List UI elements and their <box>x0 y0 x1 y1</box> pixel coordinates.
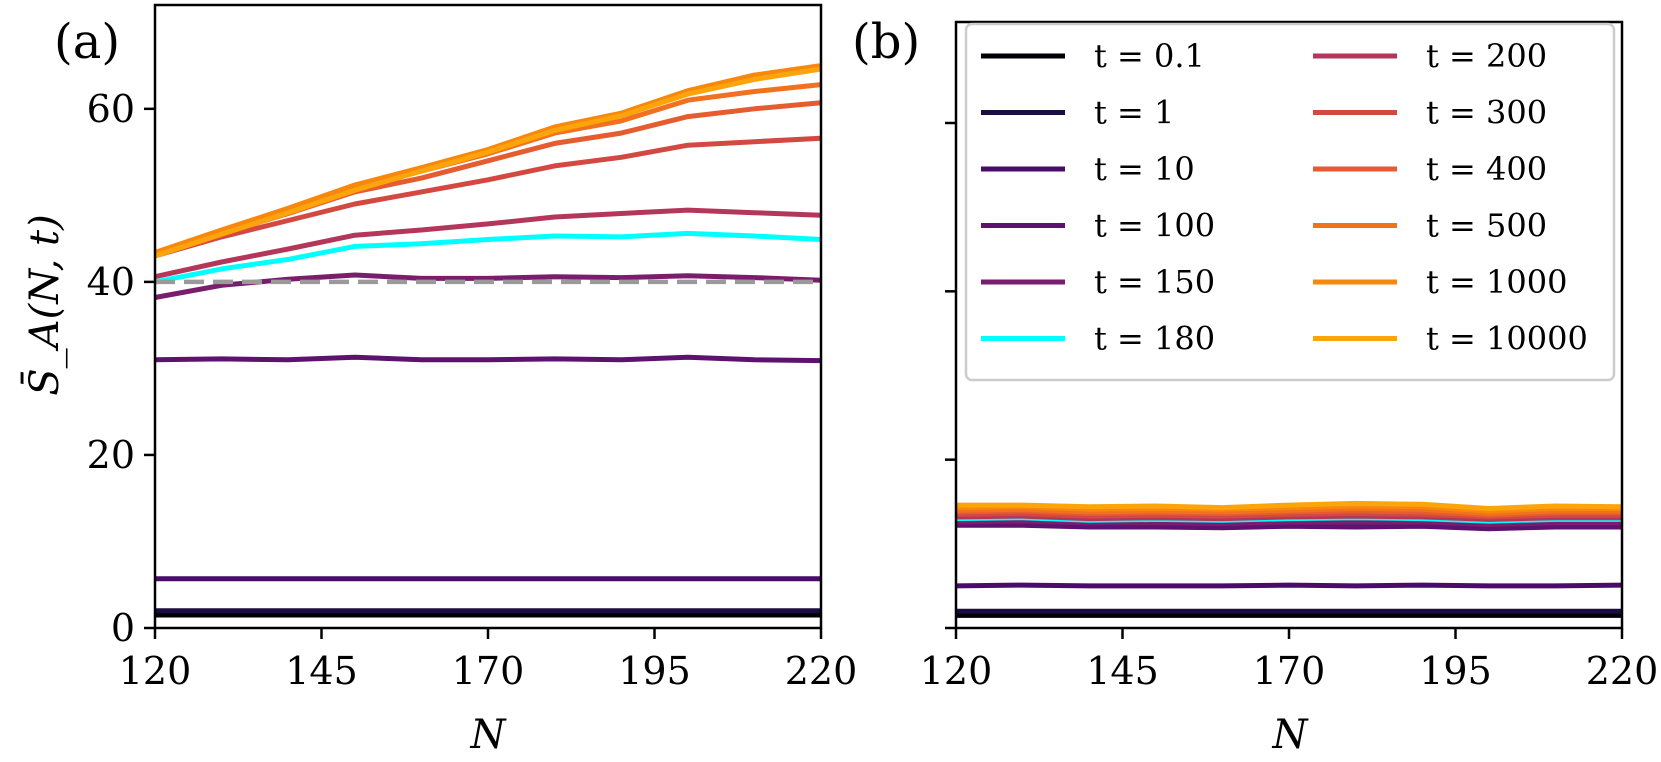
panel-a-x-tick-label: 145 <box>285 649 358 693</box>
legend-entry-2: t = 10 <box>1094 150 1195 188</box>
legend-entry-9: t = 500 <box>1426 207 1547 245</box>
panel-b-axes: 120 145 170 195 220 <box>920 20 1659 693</box>
panel-b-series-lines <box>955 500 1623 618</box>
panel-a-series-lines <box>154 63 822 618</box>
panel-a-series-line-3 <box>154 354 822 364</box>
legend-entry-10: t = 1000 <box>1426 263 1567 301</box>
panel-a-series-line-6 <box>154 207 822 280</box>
panel-b-x-tick-label: 120 <box>920 649 993 693</box>
panel-b-x-tick-label: 170 <box>1253 649 1326 693</box>
panel-b-label: (b) <box>852 14 920 70</box>
panel-b-x-tick-label: 145 <box>1086 649 1159 693</box>
panel-b-series-line-11 <box>956 500 1623 511</box>
legend: t = 0.1 t = 1 t = 10 t = 100 t = 150 t = 180 t… <box>964 22 1616 382</box>
panel-a-series-line-5 <box>154 230 822 285</box>
panel-a-y-tick-label: 60 <box>87 87 135 131</box>
panel-a-series-line-7 <box>154 135 822 259</box>
panel-a-x-tick-label: 195 <box>618 649 691 693</box>
legend-entry-5: t = 180 <box>1094 320 1215 358</box>
panel-a-x-tick-label: 170 <box>452 649 525 693</box>
panel-b-series-line-4 <box>955 518 1622 527</box>
panel-b-x-tick-label: 220 <box>1586 649 1659 693</box>
panel-b: 120 145 170 195 220 (b) N t = 0.1 t = 1 t = 10… <box>852 14 1658 758</box>
panel-a-x-axis-label: N <box>470 712 508 758</box>
legend-entry-3: t = 100 <box>1094 207 1215 245</box>
legend-entry-11: t = 10000 <box>1426 320 1588 358</box>
panel-a-y-tick-label: 0 <box>111 606 135 650</box>
panel-a-series-line-4 <box>154 272 822 300</box>
legend-entry-4: t = 150 <box>1094 263 1215 301</box>
legend-box <box>964 22 1616 382</box>
panel-a-series-line-11 <box>154 66 822 259</box>
legend-entry-6: t = 200 <box>1426 37 1547 75</box>
panel-a-y-tick-label: 20 <box>87 433 135 477</box>
panel-a-label: (a) <box>54 14 120 70</box>
panel-b-series-line-3 <box>956 522 1622 532</box>
legend-entry-0: t = 0.1 <box>1094 37 1205 75</box>
panel-b-x-axis-label: N <box>1272 712 1310 758</box>
panel-a-y-axis-label: S̄_A(N, t) <box>21 214 68 395</box>
panel-a-y-tick-label: 40 <box>87 260 135 304</box>
legend-entry-1: t = 1 <box>1094 94 1174 132</box>
legend-entry-7: t = 300 <box>1426 94 1547 132</box>
panel-a: 120 145 170 195 220 0 20 40 60 (a) S̄_A(N, t) N <box>21 3 858 758</box>
panel-a-x-tick-label: 120 <box>119 649 192 693</box>
panel-a-axes: 120 145 170 195 220 0 20 40 60 <box>87 3 858 693</box>
panel-b-x-tick-label: 195 <box>1419 649 1492 693</box>
panel-a-frame <box>153 3 823 630</box>
panel-a-x-tick-label: 220 <box>785 649 858 693</box>
legend-entry-8: t = 400 <box>1426 150 1547 188</box>
panel-b-series-line-2 <box>955 582 1623 589</box>
